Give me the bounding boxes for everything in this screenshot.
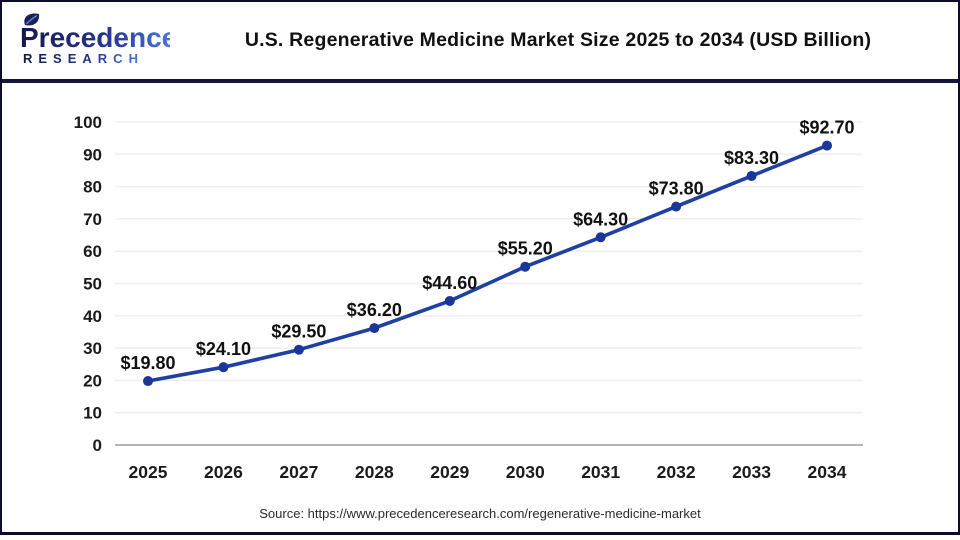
y-tick-label: 100 (74, 113, 102, 132)
data-label-2029: $44.60 (422, 273, 477, 293)
data-point-2027 (293, 344, 304, 355)
y-tick-label: 60 (83, 242, 102, 261)
y-tick-label: 90 (83, 145, 102, 164)
leaf-vein (25, 14, 38, 25)
data-label-2026: $24.10 (196, 339, 251, 359)
data-label-2027: $29.50 (271, 322, 326, 342)
x-tick-label: 2029 (430, 462, 469, 482)
brand-logo: Precedence RESEARCH (2, 11, 188, 70)
data-label-2028: $36.20 (347, 300, 402, 320)
data-label-2030: $55.20 (498, 239, 553, 259)
x-tick-label: 2028 (355, 462, 394, 482)
logo-sub-text: RESEARCH (23, 51, 144, 65)
data-label-2025: $19.80 (120, 353, 175, 373)
y-tick-label: 10 (83, 404, 102, 423)
data-label-2032: $73.80 (649, 179, 704, 199)
x-tick-label: 2032 (657, 462, 696, 482)
source-attribution: Source: https://www.precedenceresearch.c… (259, 506, 701, 521)
header-divider (0, 79, 960, 83)
y-tick-label: 40 (83, 307, 102, 326)
x-tick-label: 2031 (581, 462, 620, 482)
y-tick-label: 20 (83, 371, 102, 390)
data-label-2033: $83.30 (724, 148, 779, 168)
data-point-2029 (444, 295, 455, 306)
data-point-2033 (746, 170, 757, 181)
x-tick-label: 2034 (808, 462, 847, 482)
y-tick-label: 0 (93, 436, 102, 455)
series-line (146, 143, 829, 383)
chart-title: U.S. Regenerative Medicine Market Size 2… (244, 29, 872, 51)
x-tick-label: 2030 (506, 462, 545, 482)
data-point-2028 (369, 323, 380, 334)
y-tick-label: 70 (83, 210, 102, 229)
data-label-2031: $64.30 (573, 209, 628, 229)
x-tick-label: 2033 (732, 462, 771, 482)
data-point-2025 (143, 376, 153, 387)
x-tick-label: 2027 (279, 462, 318, 482)
data-point-2031 (595, 232, 606, 243)
precedence-logo-graphic: Precedence RESEARCH (20, 13, 177, 66)
data-point-2032 (671, 201, 682, 212)
data-label-2034: $92.70 (799, 118, 854, 138)
data-point-2026 (218, 362, 229, 373)
x-tick-label: 2025 (129, 462, 168, 482)
data-point-2030 (520, 261, 531, 272)
logo-brand-text: Precedence (20, 22, 170, 53)
header: Precedence RESEARCH U.S. Regenerative Me… (2, 2, 958, 79)
y-tick-label: 50 (83, 275, 102, 294)
x-tick-label: 2026 (204, 462, 243, 482)
data-point-2034 (822, 140, 832, 151)
y-tick-label: 80 (83, 178, 102, 197)
y-tick-label: 30 (83, 339, 102, 358)
